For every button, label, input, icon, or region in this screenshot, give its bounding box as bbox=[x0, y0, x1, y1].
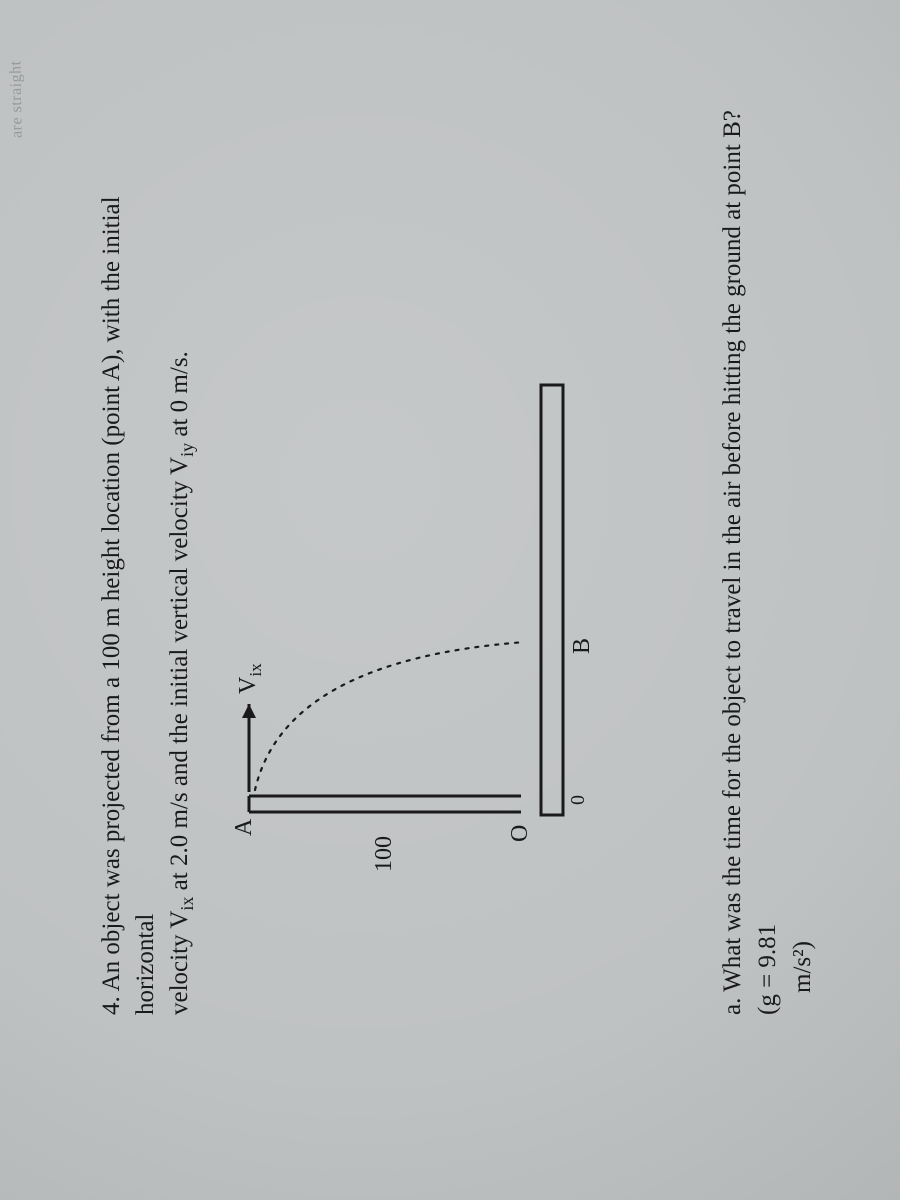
rotated-page: are straight 4. An object was projected … bbox=[0, 300, 900, 1200]
paper-sheet: are straight 4. An object was projected … bbox=[0, 0, 900, 1200]
vix-arrow-head bbox=[242, 704, 256, 718]
diagram-svg bbox=[225, 350, 625, 870]
label-Vix-sub: ix bbox=[246, 663, 265, 676]
bleed-through-text: are straight bbox=[7, 60, 26, 138]
subquestion-a: a. What was the time for the object to t… bbox=[715, 85, 820, 1015]
problem-line2a: velocity V bbox=[166, 911, 193, 1015]
ground-bar bbox=[541, 385, 563, 815]
trajectory-arc bbox=[255, 642, 525, 790]
label-A: A bbox=[231, 819, 258, 836]
problem-line1: An object was projected from a 100 m hei… bbox=[98, 196, 159, 1015]
trajectory-diagram: A Vix 100 O 0 B bbox=[225, 350, 625, 870]
label-100: 100 bbox=[371, 836, 398, 872]
label-zero: 0 bbox=[567, 795, 590, 805]
label-Vix-V: V bbox=[235, 677, 261, 694]
problem-line2c: at 0 m/s. bbox=[166, 351, 193, 443]
subq-line2: m/s²) bbox=[789, 941, 816, 993]
label-B: B bbox=[569, 638, 596, 654]
problem-line2b: at 2.0 m/s and the initial vertical velo… bbox=[166, 457, 193, 897]
problem-statement: 4. An object was projected from a 100 m … bbox=[95, 135, 199, 1015]
label-O: O bbox=[507, 825, 534, 842]
sub-iy: iy bbox=[177, 443, 197, 457]
subq-line1: What was the time for the object to trav… bbox=[719, 110, 781, 1015]
label-Vix: Vix bbox=[235, 663, 266, 694]
subq-prefix: a. bbox=[719, 998, 746, 1015]
sub-ix: ix bbox=[177, 897, 197, 911]
problem-number: 4. bbox=[98, 996, 125, 1015]
